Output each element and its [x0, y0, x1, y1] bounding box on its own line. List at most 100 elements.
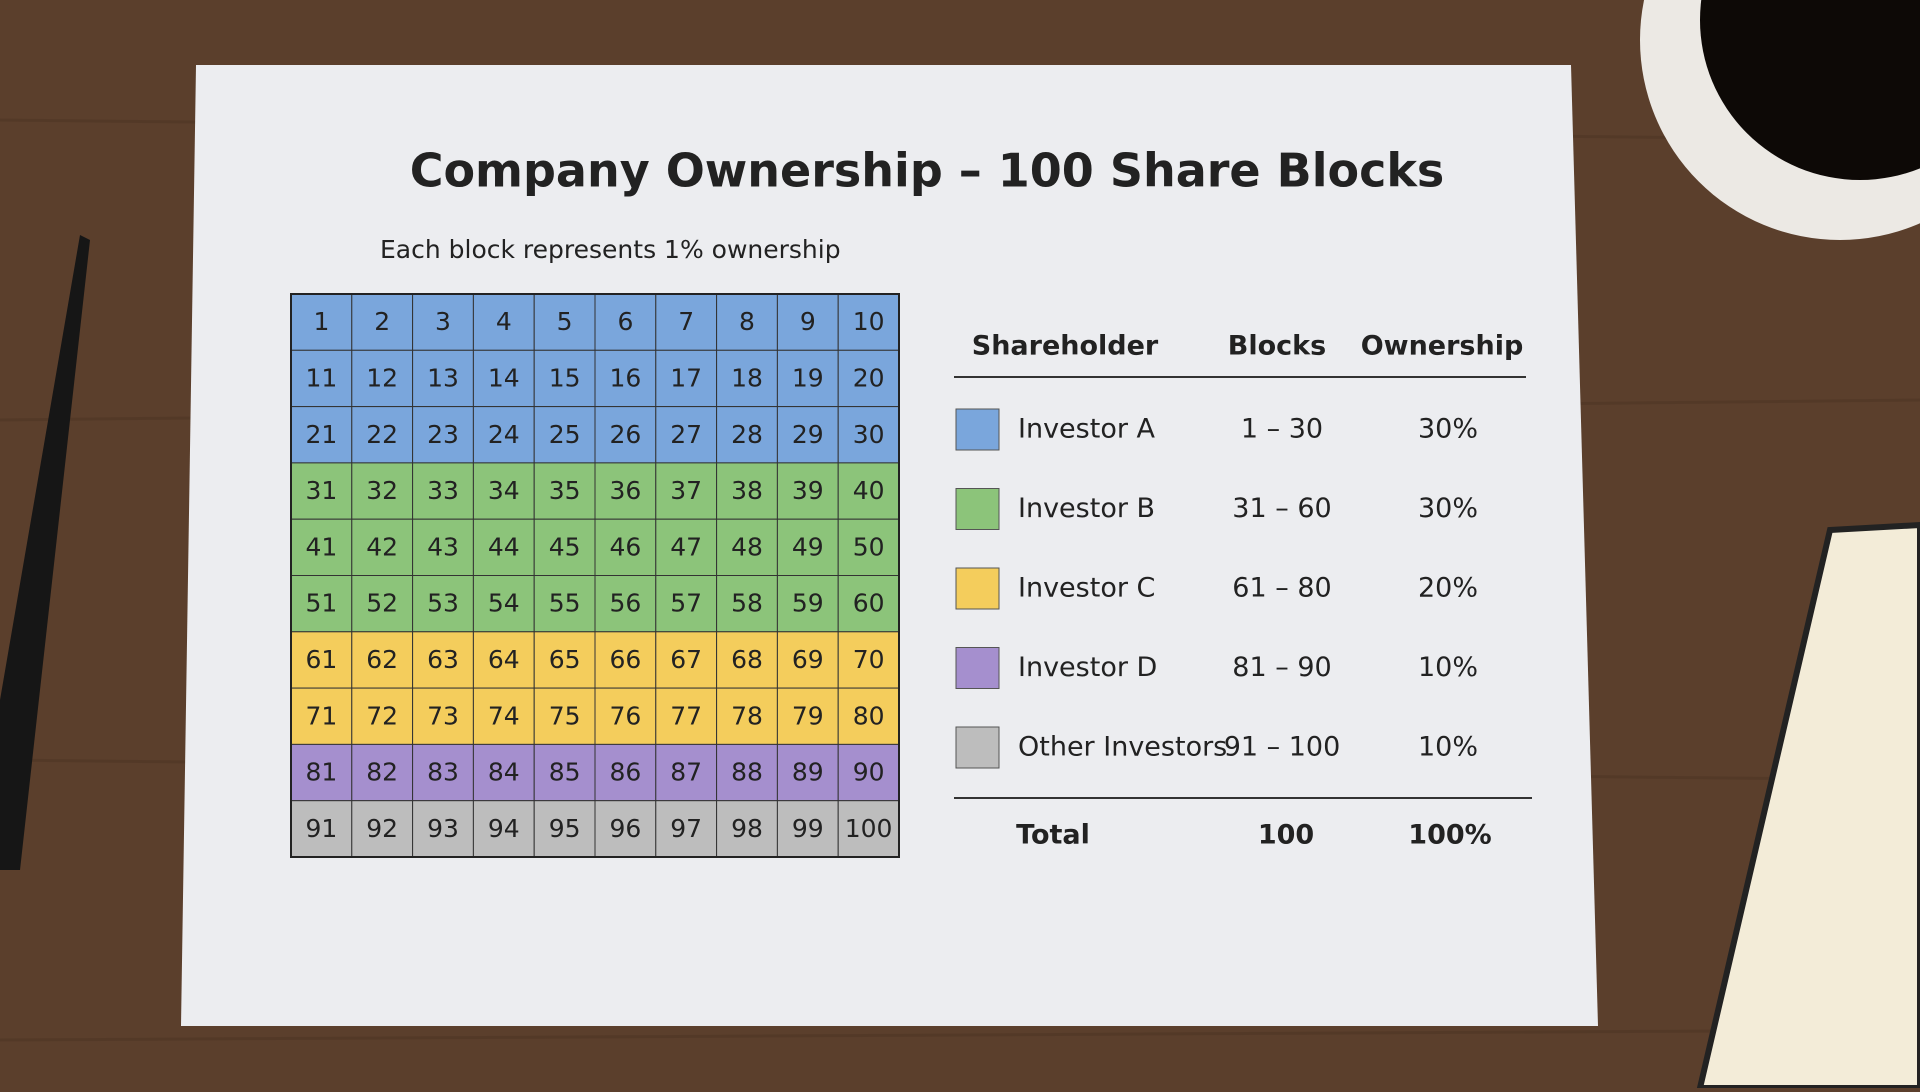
cell-number: 85 — [549, 758, 581, 787]
cell-number: 12 — [366, 363, 398, 392]
cell-number: 39 — [792, 476, 824, 505]
grid-cell — [290, 575, 353, 633]
cell-number: 44 — [488, 532, 520, 561]
shareholder-name: Investor A — [1018, 414, 1156, 445]
grid-cell — [533, 687, 596, 745]
grid-cell — [837, 406, 900, 464]
cell-number: 9 — [800, 307, 816, 336]
cell-number: 5 — [557, 307, 573, 336]
blocks-range: 31 – 60 — [1232, 493, 1331, 524]
cell-number: 54 — [488, 589, 520, 618]
grid-cell — [837, 518, 900, 577]
grid-cell — [655, 575, 718, 633]
cell-number: 83 — [427, 758, 459, 787]
cell-number: 32 — [366, 476, 398, 505]
cell-number: 35 — [549, 476, 581, 505]
cell-number: 89 — [792, 758, 824, 787]
grid-cell — [472, 800, 535, 858]
cell-number: 22 — [366, 420, 398, 449]
cell-number: 14 — [488, 363, 520, 392]
cell-number: 11 — [305, 363, 337, 392]
grid-cell — [412, 575, 474, 633]
cell-number: 80 — [853, 701, 885, 730]
grid-cell — [533, 800, 596, 858]
blocks-range: 81 – 90 — [1232, 652, 1331, 683]
cell-number: 23 — [427, 420, 459, 449]
grid-cell — [716, 406, 778, 464]
shareholder-name: Investor D — [1018, 652, 1157, 683]
cell-number: 100 — [845, 814, 893, 843]
cell-number: 41 — [305, 532, 337, 561]
cell-number: 40 — [853, 476, 885, 505]
cell-number: 69 — [792, 645, 824, 674]
grid-cell — [533, 462, 596, 520]
grid-cell — [290, 631, 353, 689]
cell-number: 87 — [670, 758, 702, 787]
grid-cell — [472, 293, 535, 351]
grid-cell — [776, 800, 839, 858]
subtitle: Each block represents 1% ownership — [380, 235, 841, 264]
cell-number: 33 — [427, 476, 459, 505]
cell-number: 84 — [488, 758, 520, 787]
cell-number: 20 — [853, 363, 885, 392]
cell-number: 53 — [427, 589, 459, 618]
grid-cell — [412, 462, 474, 520]
grid-cell — [533, 518, 596, 577]
grid-cell — [716, 293, 778, 351]
grid-cell — [412, 800, 474, 858]
grid-cell — [412, 406, 474, 464]
cell-number: 79 — [792, 701, 824, 730]
legend-swatch — [955, 567, 1000, 610]
grid-cell — [533, 743, 596, 802]
total-ownership: 100% — [1408, 820, 1491, 851]
grid-cell — [716, 349, 778, 408]
ownership-pct: 10% — [1418, 732, 1478, 763]
shareholder-name: Other Investors — [1018, 732, 1227, 763]
grid-cell — [290, 518, 353, 577]
grid-cell — [716, 518, 778, 577]
cell-number: 47 — [670, 532, 702, 561]
ownership-table: Shareholder Blocks Ownership Investor A 1 – … — [954, 331, 1532, 851]
cell-number: 48 — [731, 532, 763, 561]
grid-cell — [351, 631, 414, 689]
cell-number: 4 — [496, 307, 512, 336]
cell-number: 2 — [374, 307, 390, 336]
total-blocks: 100 — [1258, 820, 1314, 851]
cell-number: 76 — [609, 701, 641, 730]
grid-cell — [533, 349, 596, 408]
cell-number: 50 — [853, 532, 885, 561]
cell-number: 13 — [427, 363, 459, 392]
cell-number: 91 — [305, 814, 337, 843]
grid-cell — [655, 800, 718, 858]
cell-number: 62 — [366, 645, 398, 674]
grid-cell — [776, 349, 839, 408]
cell-number: 3 — [435, 307, 451, 336]
grid-cell — [472, 406, 535, 464]
grid-cell — [716, 462, 778, 520]
cell-number: 56 — [609, 589, 641, 618]
cell-number: 16 — [609, 363, 641, 392]
cell-number: 26 — [609, 420, 641, 449]
cell-number: 60 — [853, 589, 885, 618]
grid-cell — [351, 349, 414, 408]
ownership-pct: 20% — [1418, 573, 1478, 604]
cell-number: 67 — [670, 645, 702, 674]
notebook — [1696, 521, 1920, 1091]
cell-number: 58 — [731, 589, 763, 618]
cell-number: 17 — [670, 363, 702, 392]
cell-number: 64 — [488, 645, 520, 674]
cell-number: 72 — [366, 701, 398, 730]
cell-number: 36 — [609, 476, 641, 505]
grid-cell — [655, 462, 718, 520]
cell-number: 37 — [670, 476, 702, 505]
cell-number: 57 — [670, 589, 702, 618]
grid-cell — [351, 800, 414, 858]
grid-cell — [290, 800, 353, 858]
grid-cell — [412, 631, 474, 689]
cell-number: 78 — [731, 701, 763, 730]
cell-number: 77 — [670, 701, 702, 730]
total-label: Total — [1016, 820, 1090, 851]
cell-number: 99 — [792, 814, 824, 843]
cell-number: 8 — [739, 307, 755, 336]
cell-number: 52 — [366, 589, 398, 618]
